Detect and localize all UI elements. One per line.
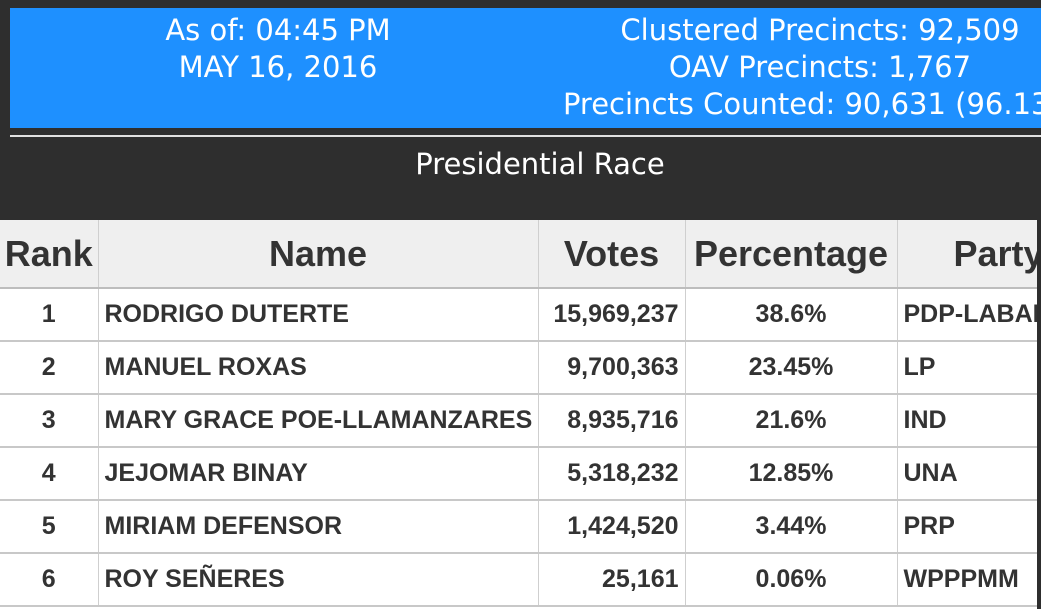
precincts-counted: Precincts Counted: 90,631 (96.13% (562, 87, 1041, 121)
table-header-row: Rank Name Votes Percentage Party (0, 220, 1037, 289)
table-row[interactable]: 3 MARY GRACE POE-LLAMANZARES 8,935,716 2… (0, 394, 1037, 448)
results-header: As of: 04:45 PM MAY 16, 2016 Clustered P… (10, 8, 1041, 128)
column-header-votes[interactable]: Votes (538, 220, 686, 289)
votes-cell: 9,700,363 (538, 341, 686, 395)
percentage-cell: 3.44% (685, 500, 898, 554)
clustered-precincts: Clustered Precincts: 92,509 (620, 13, 1020, 47)
divider (10, 135, 1041, 137)
votes-cell: 8,935,716 (538, 394, 686, 448)
table-row[interactable]: 4 JEJOMAR BINAY 5,318,232 12.85% UNA (0, 447, 1037, 501)
timestamp-block: As of: 04:45 PM MAY 16, 2016 (10, 8, 546, 86)
rank-cell: 6 (0, 553, 99, 607)
candidate-name-cell: RODRIGO DUTERTE (98, 288, 539, 342)
table-row[interactable]: 6 ROY SEÑERES 25,161 0.06% WPPPMM (0, 553, 1037, 607)
as-of-date: MAY 16, 2016 (178, 50, 378, 84)
column-header-party[interactable]: Party (897, 220, 1037, 289)
votes-cell: 5,318,232 (538, 447, 686, 501)
table-row[interactable]: 2 MANUEL ROXAS 9,700,363 23.45% LP (0, 341, 1037, 395)
candidate-name-cell: JEJOMAR BINAY (98, 447, 539, 501)
rank-cell: 1 (0, 288, 99, 342)
party-cell: WPPPMM (897, 553, 1037, 607)
results-table-container[interactable]: Rank Name Votes Percentage Party 1 RODRI… (0, 220, 1037, 609)
rank-cell: 5 (0, 500, 99, 554)
party-cell: PDP-LABAN (897, 288, 1037, 342)
column-header-name[interactable]: Name (98, 220, 539, 289)
race-title: Presidential Race (415, 147, 665, 181)
votes-cell: 15,969,237 (538, 288, 686, 342)
party-cell: PRP (897, 500, 1037, 554)
rank-cell: 2 (0, 341, 99, 395)
candidate-name-cell: ROY SEÑERES (98, 553, 539, 607)
oav-precincts: OAV Precincts: 1,767 (668, 50, 972, 84)
candidate-name-cell: MARY GRACE POE-LLAMANZARES (98, 394, 539, 448)
percentage-cell: 23.45% (685, 341, 898, 395)
table-row[interactable]: 5 MIRIAM DEFENSOR 1,424,520 3.44% PRP (0, 500, 1037, 554)
votes-cell: 1,424,520 (538, 500, 686, 554)
party-cell: UNA (897, 447, 1037, 501)
precinct-stats: Clustered Precincts: 92,509 OAV Precinct… (540, 8, 1041, 123)
table-row[interactable]: 1 RODRIGO DUTERTE 15,969,237 38.6% PDP-L… (0, 288, 1037, 342)
column-header-percentage[interactable]: Percentage (685, 220, 898, 289)
column-header-rank[interactable]: Rank (0, 220, 99, 289)
party-cell: IND (897, 394, 1037, 448)
rank-cell: 3 (0, 394, 99, 448)
results-table: Rank Name Votes Percentage Party 1 RODRI… (0, 220, 1037, 607)
as-of-time: As of: 04:45 PM (165, 13, 391, 47)
percentage-cell: 0.06% (685, 553, 898, 607)
candidate-name-cell: MIRIAM DEFENSOR (98, 500, 539, 554)
votes-cell: 25,161 (538, 553, 686, 607)
percentage-cell: 21.6% (685, 394, 898, 448)
rank-cell: 4 (0, 447, 99, 501)
party-cell: LP (897, 341, 1037, 395)
percentage-cell: 12.85% (685, 447, 898, 501)
percentage-cell: 38.6% (685, 288, 898, 342)
candidate-name-cell: MANUEL ROXAS (98, 341, 539, 395)
